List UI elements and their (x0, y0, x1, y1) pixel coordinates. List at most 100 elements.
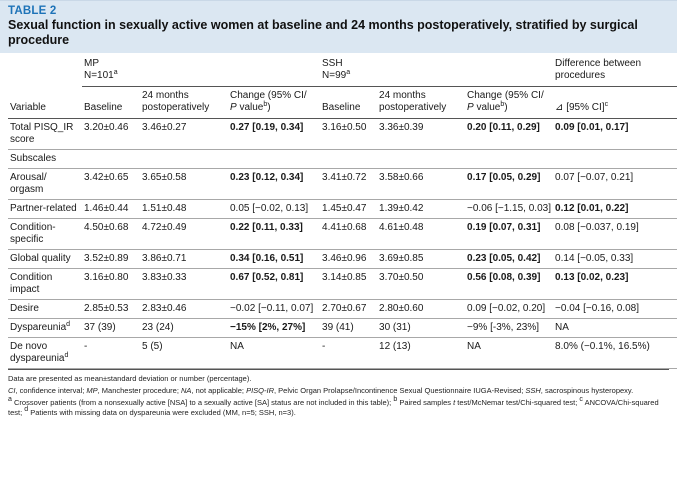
cell-mp-24months-text: 23 (24) (142, 322, 174, 333)
cell-mp-baseline: 1.46±0.44 (82, 199, 140, 219)
cell-ssh-change-text: −9% [-3%, 23%] (467, 322, 539, 333)
col-change-p: P (230, 102, 237, 113)
footnotes: Data are presented as mean±standard devi… (8, 370, 668, 418)
cell-ssh-24months-text: 1.39±0.42 (379, 203, 424, 214)
header-group-row: MP N=101a SSH N=99a Difference between p… (8, 53, 677, 87)
cell-mp-24months-text: 3.46±0.27 (142, 122, 187, 133)
cell-ssh-change-text: 0.17 [0.05, 0.29] (467, 172, 541, 183)
cell-mp-change: 0.34 [0.16, 0.51] (228, 249, 321, 269)
fn-text: Patients with missing data on dyspareuni… (28, 408, 296, 417)
row-variable-text: Arousal/ orgasm (10, 172, 47, 195)
group-mp-n: N=101 (84, 70, 114, 81)
cell-ssh-change-text: NA (467, 341, 481, 352)
col-mp-change: Change (95% CI/P valueb) (228, 86, 321, 119)
row-variable: Condition impact (8, 268, 82, 300)
cell-ssh-24months-text: 3.36±0.39 (379, 122, 424, 133)
fn-text: , confidence interval; (15, 386, 87, 395)
col-change-value: value (236, 102, 264, 113)
fn-text: ANCOVA/Chi-squared test; (8, 398, 659, 417)
table-label: TABLE 2 (8, 5, 57, 17)
cell-mp-baseline-text: 3.42±0.65 (84, 172, 129, 183)
cell-mp-change: 0.27 [0.19, 0.34] (228, 118, 321, 150)
footnote-rule (8, 369, 669, 370)
col-ssh-baseline: Baseline (320, 86, 378, 119)
cell-ssh-change-text: 0.23 [0.05, 0.42] (467, 253, 541, 264)
col-change-value: value (473, 102, 501, 113)
cell-ssh-24months: 4.61±0.48 (377, 218, 466, 250)
col-change-p: P (467, 102, 474, 113)
group-diff: Difference between procedures (553, 53, 677, 87)
cell-ssh-change: 0.23 [0.05, 0.42] (465, 249, 554, 269)
fn-text: Crossover patients (from a nonsexually a… (11, 398, 394, 407)
cell-ssh-24months: 1.39±0.42 (377, 199, 466, 219)
fn-abbr: NA (181, 386, 192, 395)
cell-ssh-change-text: 0.09 [−0.02, 0.20] (467, 303, 546, 314)
row-variable-text: Partner-related (10, 203, 77, 214)
cell-mp-baseline: - (82, 337, 140, 369)
cell-mp-baseline: 3.20±0.46 (82, 118, 140, 150)
cell-mp-baseline-text: 1.46±0.44 (84, 203, 129, 214)
cell-ssh-24months: 3.69±0.85 (377, 249, 466, 269)
cell-ssh-change: 0.19 [0.07, 0.31] (465, 218, 554, 250)
row-variable-text: Global quality (10, 253, 71, 264)
cell-ssh-24months-text: 3.70±0.50 (379, 272, 424, 283)
row-variable-text: De novo dyspareunia (10, 341, 65, 364)
cell-mp-change-text: 0.27 [0.19, 0.34] (230, 122, 304, 133)
cell-ssh-24months: 2.80±0.60 (377, 299, 466, 319)
footnote-3: a Crossover patients (from a nonsexually… (8, 396, 668, 418)
cell-mp-24months-text: 3.86±0.71 (142, 253, 187, 264)
row-variable-text: Condition-specific (10, 222, 56, 245)
fn-abbr: MP (86, 386, 98, 395)
header-empty (8, 53, 82, 87)
row-variable: Global quality (8, 249, 82, 269)
cell-ssh-change: 0.20 [0.11, 0.29] (465, 118, 554, 150)
cell-diff: NA (553, 318, 677, 338)
row-variable: Arousal/ orgasm (8, 168, 82, 200)
cell-mp-baseline-text: 2.85±0.53 (84, 303, 129, 314)
table-row: Dyspareuniad 37 (39) 23 (24) −15% [2%, 27%]… (8, 318, 677, 338)
cell-ssh-24months: 12 (13) (377, 337, 466, 369)
cell-mp-baseline-text: 3.20±0.46 (84, 122, 129, 133)
cell-mp-change-text: −0.02 [−0.11, 0.07] (230, 303, 314, 314)
cell-diff: 0.14 [−0.05, 0.33] (553, 249, 677, 269)
col-diff: ⊿ [95% CI]c (553, 86, 677, 119)
cell-diff: 0.08 [−0.037, 0.19] (553, 218, 677, 250)
cell-mp-24months-text: 1.51±0.48 (142, 203, 187, 214)
col-mp-baseline: Baseline (82, 86, 140, 119)
cell-ssh-baseline: 2.70±0.67 (320, 299, 378, 319)
fn-sup: b (393, 396, 398, 403)
col-mp-24months: 24 months postoperatively (140, 86, 228, 119)
cell-mp-change-text: 0.34 [0.16, 0.51] (230, 253, 304, 264)
row-variable: Condition-specific (8, 218, 82, 250)
cell-ssh-24months-text: 3.58±0.66 (379, 172, 424, 183)
footnote-1: Data are presented as mean±standard devi… (8, 374, 252, 383)
table-row: De novo dyspareuniad -5 (5) NA -12 (13) NA 8.… (8, 337, 677, 369)
cell-ssh-baseline: 3.14±0.85 (320, 268, 378, 300)
row-variable-text: Condition impact (10, 272, 53, 295)
cell-mp-change-text: 0.67 [0.52, 0.81] (230, 272, 304, 283)
cell-mp-change-text: 0.22 [0.11, 0.33] (230, 222, 303, 233)
cell-ssh-baseline-text: 3.46±0.96 (322, 253, 367, 264)
cell-ssh-24months-text: 12 (13) (379, 341, 411, 352)
cell-mp-24months: 23 (24) (140, 318, 228, 338)
fn-text: test/McNemar test/Chi-squared test; (455, 398, 580, 407)
row-variable: Partner-related (8, 199, 82, 219)
cell-ssh-change: 0.09 [−0.02, 0.20] (465, 299, 554, 319)
cell-ssh-change: 0.17 [0.05, 0.29] (465, 168, 554, 200)
cell-mp-baseline: 3.52±0.89 (82, 249, 140, 269)
cell-diff-text: 0.08 [−0.037, 0.19] (555, 222, 639, 233)
cell-ssh-change-text: 0.56 [0.08, 0.39] (467, 272, 541, 283)
table-body: Total PISQ_IR score 3.20±0.46 3.46±0.27 0.2… (8, 118, 677, 369)
subheader-label: Subscales (8, 149, 677, 169)
row-variable-text: Total PISQ_IR score (10, 122, 74, 145)
cell-diff-text: NA (555, 322, 569, 333)
cell-mp-baseline: 3.16±0.80 (82, 268, 140, 300)
cell-mp-24months-text: 4.72±0.49 (142, 222, 187, 233)
header-column-row: Variable Baseline 24 months postoperativ… (8, 86, 677, 119)
row-variable: De novo dyspareuniad (8, 337, 82, 369)
table-title: Sexual function in sexually active women… (8, 18, 638, 47)
cell-mp-baseline-text: 37 (39) (84, 322, 116, 333)
row-variable: Dyspareuniad (8, 318, 82, 338)
cell-mp-change: NA (228, 337, 321, 369)
